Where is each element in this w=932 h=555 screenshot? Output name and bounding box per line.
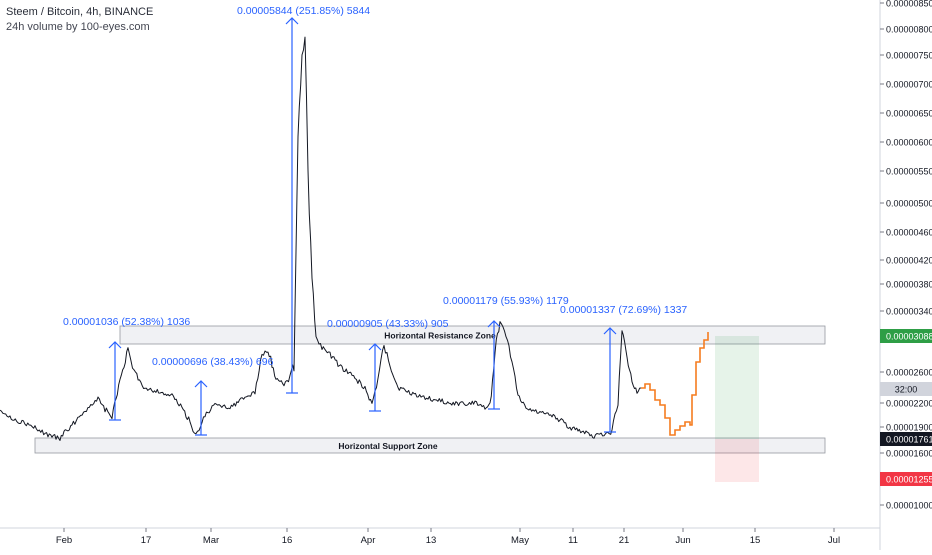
y-tick-label: 0.00000550 (886, 167, 932, 177)
x-tick-label: Mar (203, 535, 219, 546)
measure-arrow (194, 380, 208, 388)
zone-label: Horizontal Support Zone (338, 441, 437, 451)
zone-box (119, 325, 826, 345)
price-badge-label: 0.00001761 (886, 435, 932, 445)
measure-arrow (603, 327, 617, 335)
measure-arrow (108, 341, 122, 349)
y-tick-label: 0.00000800 (886, 25, 932, 35)
price-badge (880, 382, 932, 396)
y-tick-label: 0.00000420 (886, 256, 932, 266)
x-tick-label: May (511, 535, 529, 546)
y-tick-label: 0.00000460 (886, 228, 932, 238)
stop-zone (715, 439, 759, 482)
measure-label: 0.00005844 (251.85%) 5844 (237, 5, 370, 17)
measure-arrow (285, 17, 299, 25)
chart-title: Steem / Bitcoin, 4h, BINANCE (6, 6, 154, 18)
y-tick-label: 0.00000850 (886, 0, 932, 9)
y-tick-label: 0.00000750 (886, 51, 932, 61)
chart-subtitle: 24h volume by 100-eyes.com (6, 21, 150, 33)
y-tick-label: 0.00000340 (886, 307, 932, 317)
x-tick-label: Jul (828, 535, 840, 546)
y-tick-label: 0.00001000 (886, 501, 932, 511)
y-tick-label: 0.00001900 (886, 423, 932, 433)
x-tick-label: Jun (675, 535, 690, 546)
price-badge (880, 329, 932, 343)
x-tick-label: 17 (141, 535, 152, 546)
x-tick-label: Feb (56, 535, 72, 546)
zone-box (34, 437, 826, 454)
x-tick-label: 16 (282, 535, 293, 546)
measure-arrow (487, 320, 501, 328)
y-tick-label: 0.00002600 (886, 368, 932, 378)
x-tick-label: 13 (426, 535, 437, 546)
zone-label: Horizontal Resistance Zone (384, 331, 496, 341)
price-badge-label: 0.00001255 (886, 475, 932, 485)
measure-label: 0.00001179 (55.93%) 1179 (443, 295, 569, 307)
price-badge (880, 472, 932, 486)
x-tick-label: 21 (619, 535, 630, 546)
price-badge (880, 432, 932, 446)
price-badge-label: 32:00 (895, 385, 918, 395)
measure-arrow (368, 343, 382, 351)
y-tick-label: 0.00000380 (886, 280, 932, 290)
measure-label: 0.00001036 (52.38%) 1036 (63, 316, 190, 328)
measure-label: 0.00000696 (38.43%) 696 (152, 356, 274, 368)
measure-label: 0.00001337 (72.69%) 1337 (560, 304, 687, 316)
y-tick-label: 0.00000700 (886, 80, 932, 90)
x-tick-label: 15 (750, 535, 761, 546)
y-tick-label: 0.00000500 (886, 199, 932, 209)
projection-line (641, 332, 709, 436)
x-tick-label: Apr (361, 535, 376, 546)
price-line (0, 36, 642, 441)
y-tick-label: 0.00000600 (886, 138, 932, 148)
y-tick-label: 0.00000650 (886, 109, 932, 119)
y-tick-label: 0.00002200 (886, 399, 932, 409)
target-zone (715, 336, 759, 439)
x-tick-label: 11 (568, 535, 578, 546)
measure-label: 0.00000905 (43.33%) 905 (327, 318, 449, 330)
y-tick-label: 0.00001600 (886, 449, 932, 459)
price-badge-label: 0.00003088 (886, 332, 932, 342)
